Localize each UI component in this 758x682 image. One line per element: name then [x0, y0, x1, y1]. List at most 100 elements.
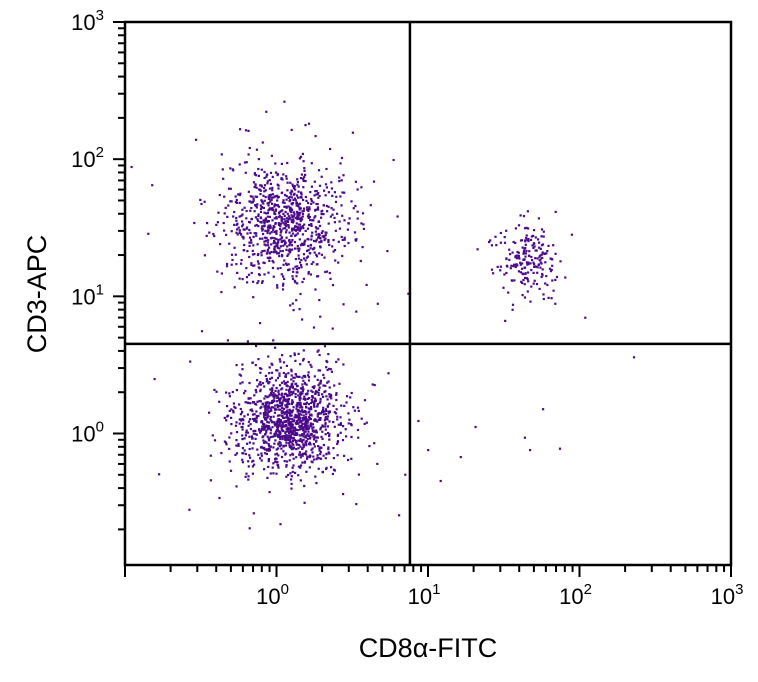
event-point	[530, 268, 533, 272]
event-point	[283, 397, 286, 400]
event-point	[269, 232, 272, 235]
event-point	[305, 434, 308, 438]
event-point	[285, 400, 288, 403]
event-point	[232, 402, 235, 405]
event-point	[286, 419, 290, 422]
event-point	[330, 181, 333, 184]
event-point	[333, 425, 336, 428]
event-point	[314, 215, 317, 218]
event-point	[279, 238, 282, 241]
event-point	[362, 227, 365, 230]
event-point	[278, 384, 282, 387]
event-point	[534, 265, 537, 268]
event-point	[266, 202, 269, 205]
event-point	[252, 197, 255, 200]
event-point	[310, 198, 313, 201]
event-point	[280, 210, 283, 213]
event-point	[261, 141, 264, 144]
event-point	[304, 397, 307, 400]
event-point	[217, 211, 220, 214]
event-point	[272, 227, 275, 230]
event-point	[266, 413, 269, 416]
event-point	[273, 432, 276, 436]
event-point	[524, 255, 527, 258]
event-point	[274, 250, 277, 253]
tick-exponent: 2	[584, 581, 592, 598]
event-point	[288, 391, 291, 394]
event-point	[267, 458, 270, 461]
event-point	[276, 173, 280, 176]
event-point	[266, 241, 269, 244]
event-point	[248, 228, 251, 232]
event-point	[297, 249, 300, 253]
event-point	[376, 302, 379, 305]
event-point	[292, 464, 295, 467]
event-point	[266, 256, 269, 259]
event-point	[279, 228, 282, 231]
event-point	[310, 224, 313, 227]
event-point	[330, 466, 333, 469]
event-point	[291, 470, 294, 473]
event-point	[287, 400, 290, 403]
event-point	[515, 257, 518, 260]
event-point	[360, 222, 363, 225]
event-point	[309, 422, 312, 425]
event-point	[266, 251, 269, 254]
event-point	[539, 247, 542, 250]
event-point	[267, 460, 270, 463]
event-point	[309, 363, 312, 366]
event-point	[314, 392, 317, 395]
event-point	[232, 409, 235, 412]
event-point	[266, 248, 270, 251]
event-point	[311, 390, 314, 394]
event-point	[261, 225, 264, 228]
event-point	[259, 431, 262, 434]
event-point	[262, 219, 265, 222]
event-point	[315, 253, 318, 256]
event-point	[328, 243, 331, 247]
event-point	[251, 201, 255, 204]
event-point	[252, 199, 255, 202]
event-point	[298, 399, 301, 402]
event-point	[305, 423, 308, 426]
event-point	[278, 405, 281, 408]
event-point	[326, 417, 329, 420]
event-point	[286, 189, 289, 192]
event-point	[259, 457, 262, 460]
event-point	[291, 401, 295, 404]
event-point	[276, 199, 279, 202]
event-point	[490, 244, 493, 247]
event-point	[521, 262, 524, 265]
event-point	[313, 430, 316, 433]
event-point	[305, 383, 308, 386]
event-point	[320, 216, 323, 219]
event-point	[317, 445, 320, 448]
event-point	[520, 239, 524, 242]
event-point	[302, 374, 305, 378]
event-point	[273, 217, 276, 220]
event-point	[241, 452, 244, 455]
event-point	[284, 193, 287, 197]
event-point	[301, 417, 304, 420]
event-point	[333, 191, 336, 194]
event-point	[226, 405, 229, 408]
event-point	[283, 201, 286, 204]
event-point	[224, 206, 227, 209]
event-point	[235, 431, 239, 434]
event-point	[280, 162, 283, 165]
event-point	[244, 434, 247, 437]
event-point	[322, 454, 325, 457]
event-point	[277, 222, 280, 225]
event-point	[301, 386, 304, 389]
event-point	[320, 239, 323, 243]
x-axis-ticks: 100 101 102 103	[124, 565, 743, 609]
x-axis-label: CD8α-FITC	[359, 633, 498, 663]
event-point	[508, 248, 511, 251]
event-point	[341, 254, 344, 258]
event-point	[297, 414, 300, 417]
event-point	[513, 279, 516, 282]
event-point	[325, 366, 328, 369]
event-point	[517, 251, 520, 254]
event-point	[225, 265, 229, 268]
event-point	[318, 353, 321, 357]
